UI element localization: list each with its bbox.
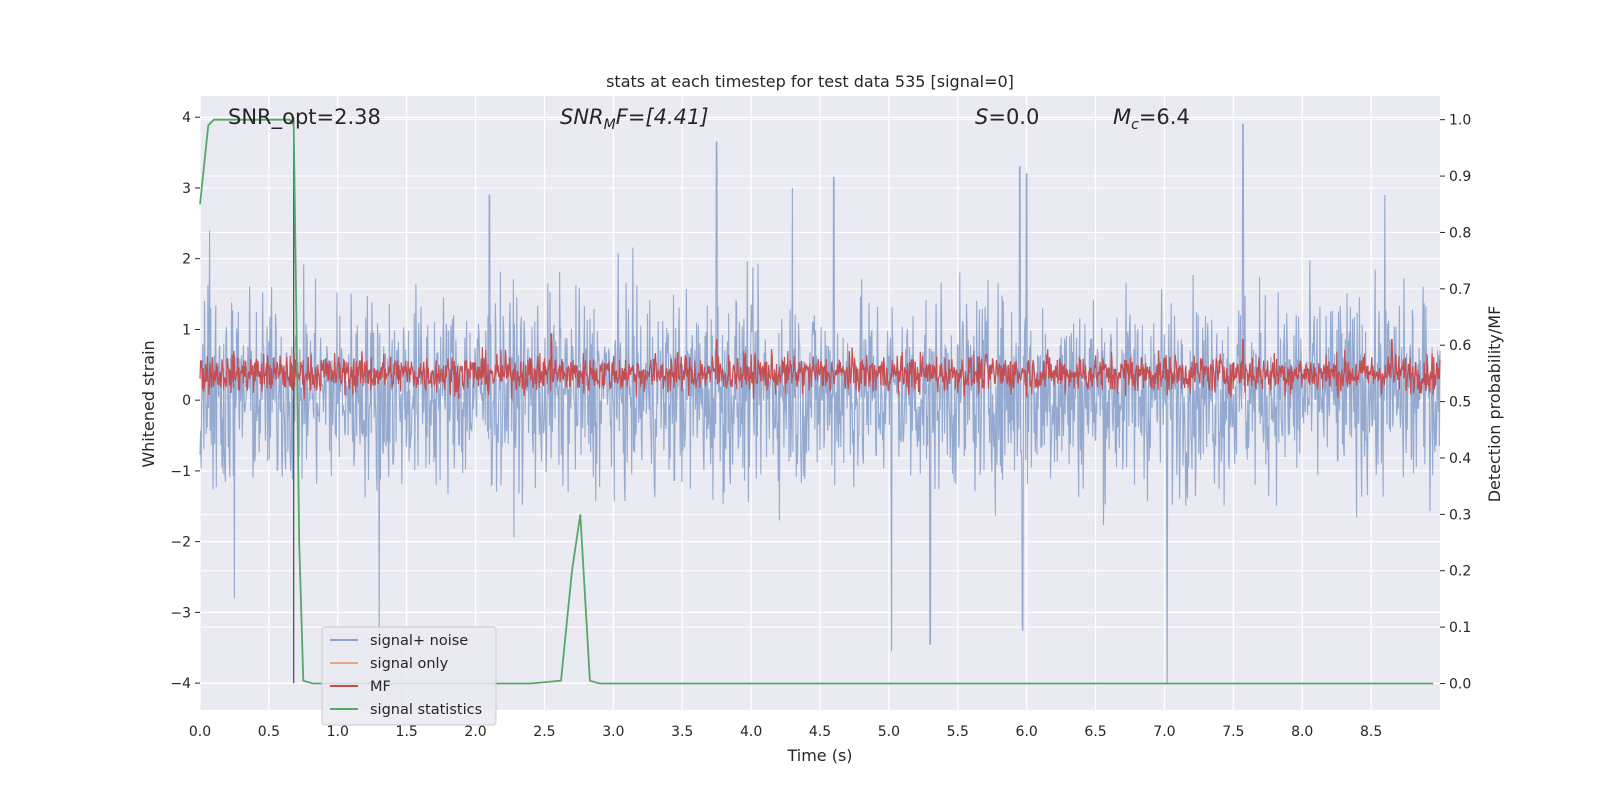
x-tick-label: 3.5 — [671, 724, 693, 740]
snr-mf-rest: F=[4.41] — [616, 105, 709, 129]
legend-box — [321, 626, 497, 726]
x-tick-label: 7.5 — [1222, 724, 1244, 740]
mf-trace — [199, 333, 1441, 399]
x-tick-label: 0.0 — [189, 724, 211, 740]
x-tick-label: 6.0 — [1016, 724, 1038, 740]
x-tick-label: 8.0 — [1291, 724, 1313, 740]
legend-label-signal-statistics: signal statistics — [370, 702, 482, 718]
annotation-snr-opt: SNR_opt=2.38 — [228, 105, 381, 130]
y-tick-label-left: 0 — [182, 393, 191, 409]
snr-mf-sub: M — [604, 117, 616, 133]
legend: signal+ noise signal only MF signal stat… — [321, 626, 497, 726]
y-tick-label-left: 3 — [182, 181, 191, 197]
x-tick-label: 2.5 — [533, 724, 555, 740]
s-var: S — [975, 105, 988, 129]
y-tick-label-right: 1.0 — [1449, 113, 1471, 129]
y-tick-label-right: 0.6 — [1449, 338, 1471, 354]
y-tick-label-left: 1 — [182, 322, 191, 338]
legend-label-mf: MF — [370, 679, 391, 695]
legend-label-signal-only: signal only — [370, 656, 449, 672]
x-tick-label: 0.5 — [258, 724, 280, 740]
series-signal-noise — [199, 123, 1441, 684]
x-tick-label: 2.0 — [464, 724, 486, 740]
snr-mf-var: SNR — [560, 105, 604, 129]
x-ticks: 0.0 0.5 1.0 1.5 2.0 2.5 3.0 3.5 4.0 4.5 5.0 5.5 6.0 6… — [189, 724, 1382, 740]
x-tick-label: 7.0 — [1153, 724, 1175, 740]
chart-title: stats at each timestep for test data 535… — [606, 72, 1014, 91]
y-tick-label-left: −3 — [170, 605, 191, 621]
x-tick-label: 3.0 — [602, 724, 624, 740]
y-tick-label-right: 0.1 — [1449, 620, 1471, 636]
x-tick-label: 1.5 — [396, 724, 418, 740]
x-tick-label: 8.5 — [1360, 724, 1382, 740]
legend-label-signal-noise: signal+ noise — [370, 633, 468, 649]
y-tick-label-right: 0.3 — [1449, 507, 1471, 523]
x-tick-label: 6.5 — [1084, 724, 1106, 740]
x-tick-label: 1.0 — [327, 724, 349, 740]
annotation-s: S=0.0 — [975, 105, 1039, 129]
y-tick-label-right: 0.0 — [1449, 677, 1471, 693]
x-tick-label: 4.0 — [740, 724, 762, 740]
y-ticks-right: 1.0 0.9 0.8 0.7 0.6 0.5 0.4 0.3 0.2 0.1 0.0 — [1440, 113, 1471, 693]
y-tick-label-right: 0.4 — [1449, 451, 1471, 467]
y-tick-label-left: −1 — [170, 464, 191, 480]
x-tick-label: 4.5 — [809, 724, 831, 740]
y-tick-label-left: −4 — [170, 676, 191, 692]
annotation-mc: Mc=6.4 — [1113, 105, 1190, 133]
x-tick-label: 5.5 — [947, 724, 969, 740]
y-tick-label-right: 0.2 — [1449, 564, 1471, 580]
signal-noise-trace — [199, 123, 1441, 684]
mc-var: M — [1113, 105, 1131, 129]
mc-sub: c — [1131, 117, 1139, 133]
y-axis-label-left: Whitened strain — [139, 340, 158, 467]
y-axis-label-right: Detection probability/MF — [1485, 306, 1504, 503]
y-tick-label-left: 2 — [182, 252, 191, 268]
y-tick-label-right: 0.9 — [1449, 169, 1471, 185]
x-tick-label: 5.0 — [878, 724, 900, 740]
series-mf — [199, 333, 1441, 399]
y-tick-label-right: 0.7 — [1449, 282, 1471, 298]
y-tick-label-right: 0.8 — [1449, 225, 1471, 241]
x-axis-label: Time (s) — [786, 746, 852, 765]
annotation-snr-mf: SNRMF=[4.41] — [560, 105, 709, 133]
mc-val: =6.4 — [1139, 105, 1190, 129]
y-tick-label-left: 4 — [182, 110, 191, 126]
y-tick-label-left: −2 — [170, 535, 191, 551]
y-ticks-left: 4 3 2 1 0 −1 −2 −3 −4 — [170, 110, 200, 692]
s-val: =0.0 — [988, 105, 1039, 129]
y-tick-label-right: 0.5 — [1449, 395, 1471, 411]
